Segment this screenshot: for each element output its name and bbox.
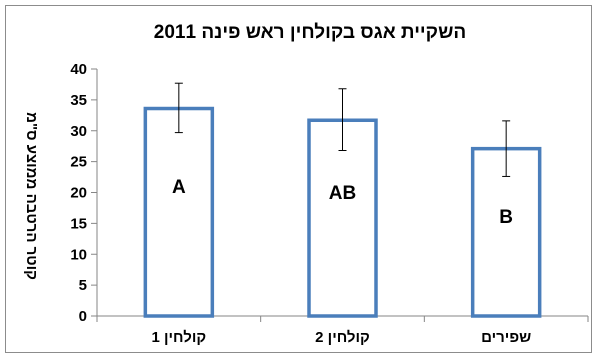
bar-label: B xyxy=(499,207,513,228)
y-axis: 0 5 10 15 20 25 30 35 40 xyxy=(70,61,98,325)
y-axis-label: קוטר הרטבה ממוצע ס"מ xyxy=(23,112,40,280)
chart-title: השקיית אגס בקולחין ראש פינה 2011 xyxy=(154,22,466,43)
x-tick-label: קולחין 1 xyxy=(151,329,206,346)
y-tick-label: 35 xyxy=(70,92,87,109)
bars: A AB B xyxy=(143,82,542,318)
x-tick-label: שפירים xyxy=(481,329,531,346)
y-tick-label: 15 xyxy=(70,215,87,232)
y-tick-label: 5 xyxy=(79,277,87,294)
y-tick-label: 10 xyxy=(70,246,87,263)
y-tick-label: 30 xyxy=(70,123,87,140)
x-tick-label: קולחין 2 xyxy=(315,329,370,346)
bar-label: A xyxy=(172,177,186,198)
y-tick-label: 20 xyxy=(70,185,87,202)
bar-label: AB xyxy=(329,183,356,204)
y-tick-label: 25 xyxy=(70,154,87,171)
y-tick-label: 40 xyxy=(70,61,87,78)
bar xyxy=(143,106,215,318)
x-axis: קולחין 1 קולחין 2 שפירים xyxy=(96,315,589,346)
y-tick-label: 0 xyxy=(79,308,87,325)
